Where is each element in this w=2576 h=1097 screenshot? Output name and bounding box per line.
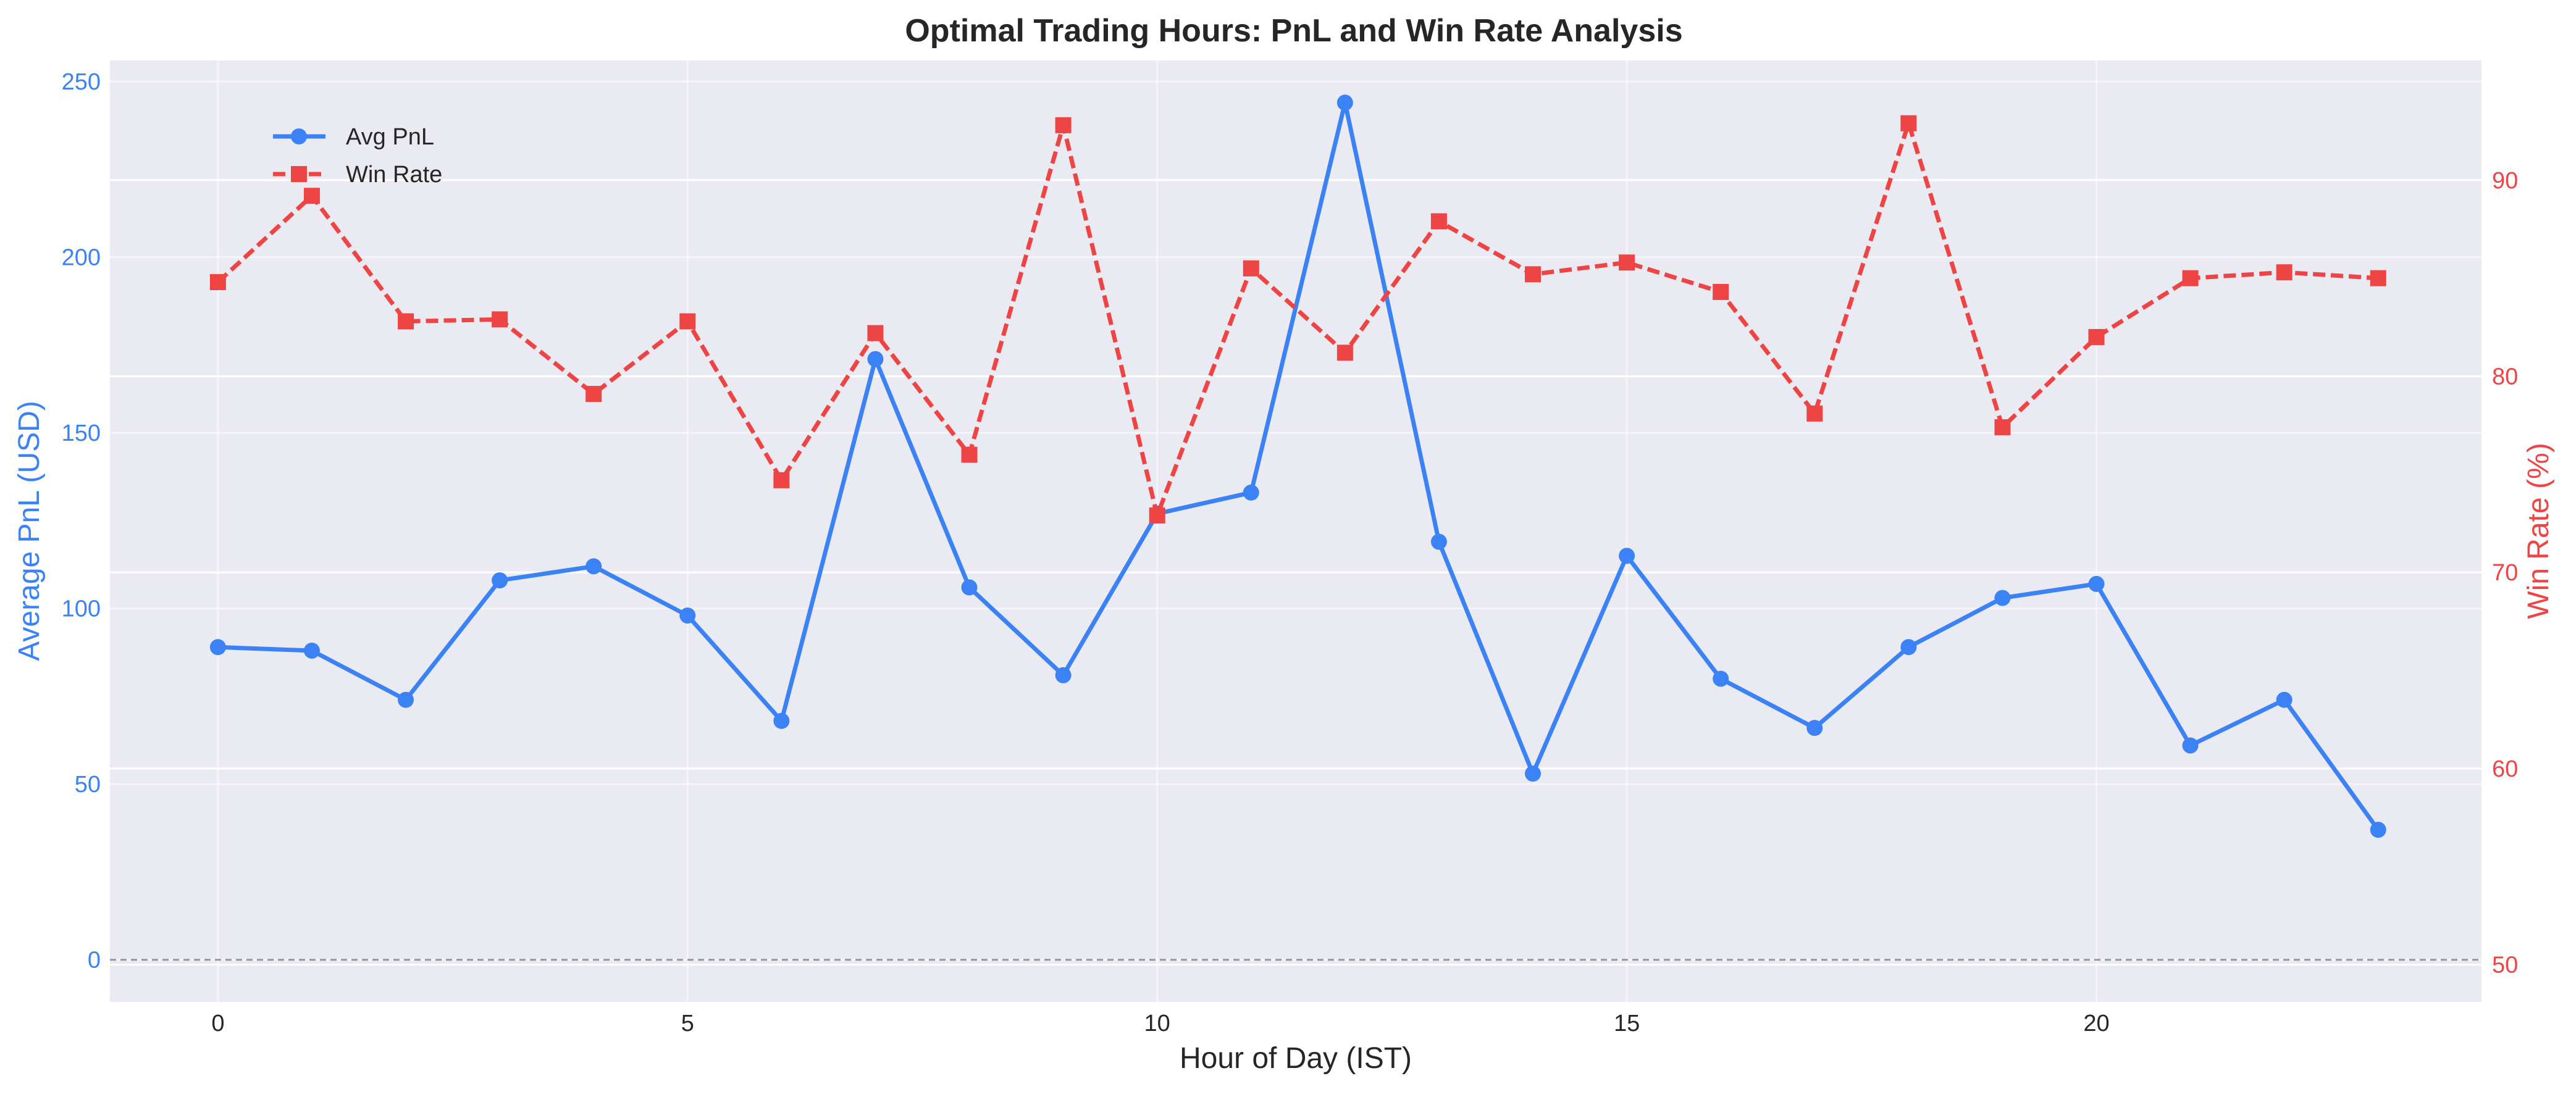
series-win-rate [209,115,2386,524]
y-tick-right-60: 60 [2492,756,2518,782]
data-point-win-rate-20 [2088,328,2105,345]
data-point-win-rate-16 [1713,283,1729,300]
x-axis-label: Hour of Day (IST) [1180,1042,1412,1075]
data-point-avg-pnl-3 [492,572,508,589]
plot-area [110,60,2482,1002]
y-tick-left-50: 50 [75,772,101,798]
y-axis-label-right: Win Rate (%) [2522,443,2555,619]
data-point-win-rate-14 [1525,266,1541,283]
data-point-win-rate-18 [1900,115,1917,131]
data-point-avg-pnl-14 [1525,765,1541,782]
x-tick-15: 15 [1614,1011,1640,1037]
legend-label-win-rate: Win Rate [346,162,442,188]
data-point-win-rate-15 [1619,254,1635,271]
x-tick-0: 0 [211,1011,224,1037]
data-point-avg-pnl-21 [2182,737,2199,754]
data-point-win-rate-22 [2276,264,2293,281]
y-tick-left-100: 100 [62,596,101,622]
legend-marker-win-rate [291,166,307,182]
data-point-avg-pnl-18 [1900,639,1917,656]
data-point-win-rate-8 [961,446,978,463]
chart-title: Optimal Trading Hours: PnL and Win Rate … [905,13,1682,49]
data-point-win-rate-0 [209,274,226,291]
data-point-win-rate-12 [1336,344,1353,361]
data-point-avg-pnl-19 [1994,590,2011,606]
data-point-avg-pnl-12 [1336,94,1353,111]
series-avg-pnl [209,94,2386,838]
data-point-avg-pnl-1 [303,642,320,659]
y-tick-left-0: 0 [88,948,101,974]
data-point-win-rate-4 [585,386,602,403]
data-point-avg-pnl-15 [1619,548,1635,564]
y-tick-right-80: 80 [2492,364,2518,390]
data-point-avg-pnl-8 [961,579,978,596]
data-point-avg-pnl-6 [773,712,790,729]
data-point-win-rate-21 [2182,270,2199,286]
data-point-win-rate-23 [2370,270,2386,286]
x-tick-20: 20 [2083,1011,2109,1037]
data-point-avg-pnl-16 [1713,670,1729,687]
y-tick-right-70: 70 [2492,560,2518,586]
data-point-win-rate-10 [1149,507,1165,524]
grid-lines [110,60,2482,1002]
legend-item-win-rate: Win Rate [273,162,442,188]
data-point-win-rate-19 [1994,419,2011,436]
legend-item-avg-pnl: Avg PnL [273,124,434,150]
y-tick-left-200: 200 [62,245,101,271]
legend: Avg PnL Win Rate [273,124,442,188]
series-line-avg-pnl [217,100,2380,832]
y-tick-left-250: 250 [62,69,101,95]
data-point-avg-pnl-0 [209,639,226,656]
x-tick-5: 5 [681,1011,694,1037]
data-point-win-rate-6 [773,472,790,488]
data-point-win-rate-5 [679,313,696,330]
y-tick-right-90: 90 [2492,168,2518,194]
legend-marker-avg-pnl [291,128,307,144]
y-tick-left-150: 150 [62,420,101,446]
data-point-avg-pnl-22 [2276,691,2293,708]
data-point-win-rate-3 [492,311,508,328]
y-tick-right-50: 50 [2492,953,2518,978]
data-point-avg-pnl-2 [398,691,414,708]
data-point-win-rate-17 [1806,405,1823,422]
data-point-win-rate-13 [1430,213,1447,230]
legend-label-avg-pnl: Avg PnL [346,124,434,150]
tick-labels: 0 50 100 150 200 250 50 60 70 80 90 0 5 10 15 20 [62,69,2519,1037]
data-point-avg-pnl-4 [585,558,602,575]
data-point-avg-pnl-5 [679,607,696,624]
data-point-avg-pnl-17 [1806,720,1823,736]
data-point-avg-pnl-23 [2370,822,2386,838]
data-point-win-rate-1 [303,188,320,204]
data-point-avg-pnl-7 [867,351,884,367]
data-point-avg-pnl-13 [1430,533,1447,550]
data-point-win-rate-11 [1243,260,1259,277]
x-tick-10: 10 [1144,1011,1170,1037]
data-point-win-rate-2 [398,313,414,330]
y-axis-label-left: Average PnL (USD) [13,401,46,661]
series-layer [209,94,2386,838]
data-point-avg-pnl-11 [1243,484,1259,501]
data-point-avg-pnl-9 [1055,667,1072,683]
data-point-win-rate-9 [1055,117,1072,133]
data-point-win-rate-7 [867,325,884,341]
data-point-avg-pnl-20 [2088,575,2105,592]
